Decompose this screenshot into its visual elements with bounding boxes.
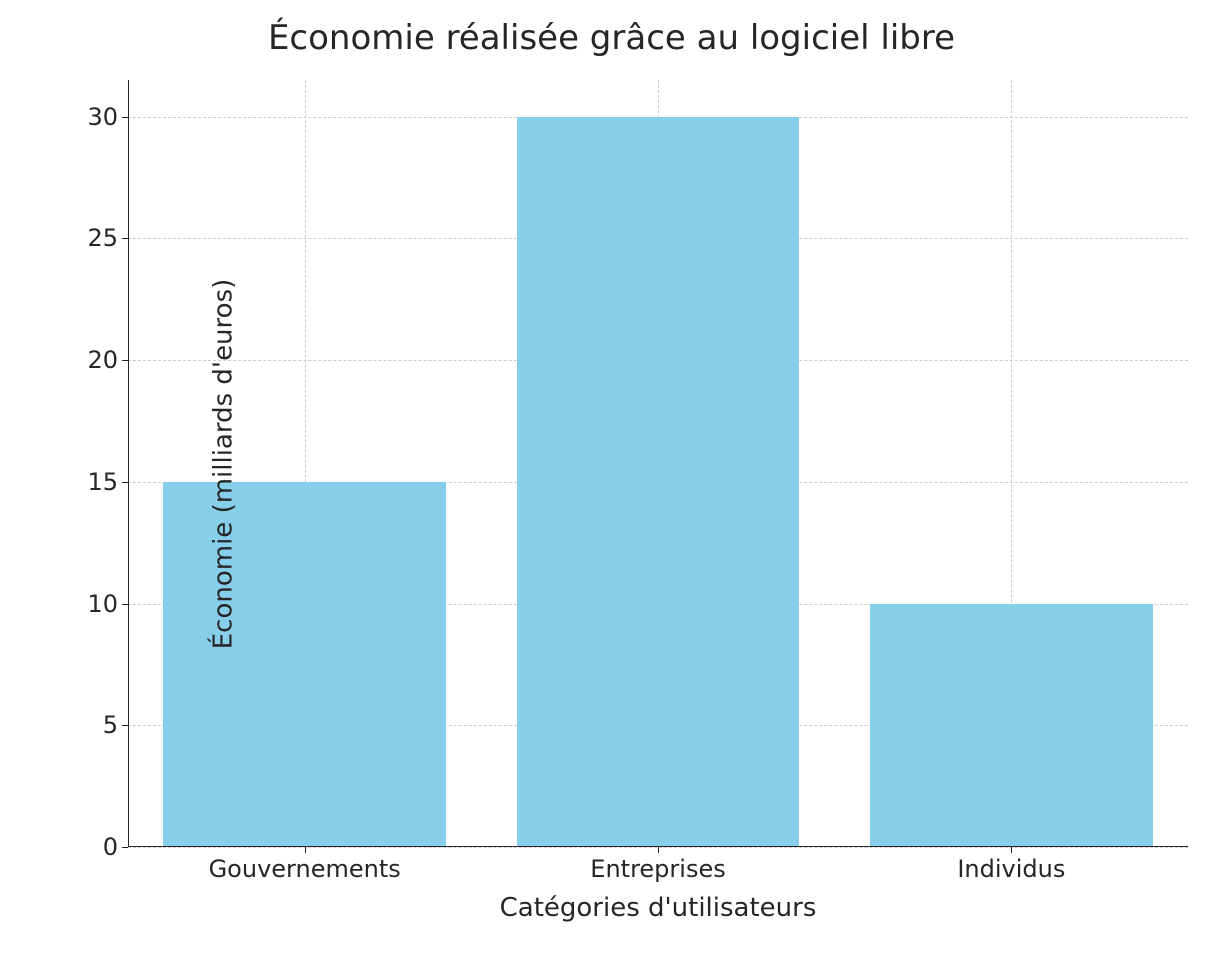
y-tick-label: 30 [87,103,118,131]
bar [870,604,1153,847]
y-tick-label: 25 [87,224,118,252]
x-tick-label: Individus [957,855,1065,883]
x-tick [305,847,306,853]
x-tick-label: Entreprises [590,855,725,883]
y-tick-label: 10 [87,590,118,618]
plot-area: 051015202530GouvernementsEntreprisesIndi… [128,80,1188,847]
x-axis-spine [128,846,1188,847]
y-tick-label: 5 [103,711,118,739]
x-tick [658,847,659,853]
chart-title: Économie réalisée grâce au logiciel libr… [0,18,1223,58]
chart-container: Économie réalisée grâce au logiciel libr… [0,0,1223,956]
bar [517,117,800,847]
y-tick-label: 20 [87,346,118,374]
y-tick [122,847,128,848]
y-axis-label: Économie (milliards d'euros) [208,278,238,649]
x-axis-label: Catégories d'utilisateurs [500,893,817,923]
x-tick-label: Gouvernements [209,855,401,883]
y-tick-label: 15 [87,468,118,496]
x-tick [1011,847,1012,853]
bar [163,482,446,847]
y-axis-spine [128,80,129,847]
y-tick-label: 0 [103,833,118,861]
